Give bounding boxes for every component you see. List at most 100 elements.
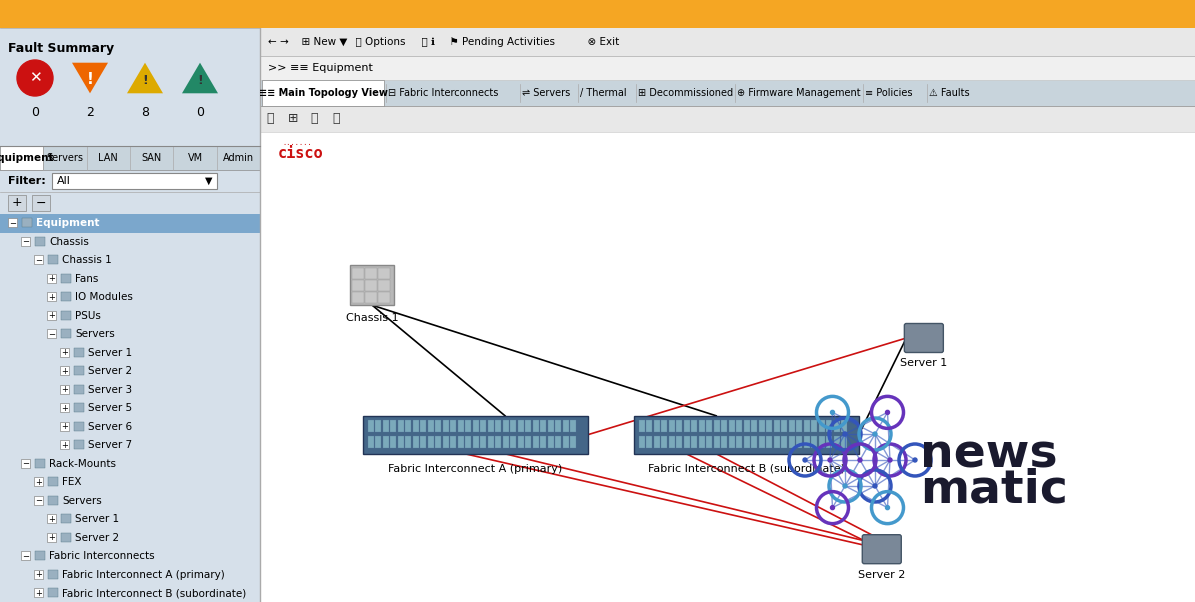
Circle shape xyxy=(842,484,847,488)
Bar xyxy=(547,436,553,448)
Bar xyxy=(676,436,682,448)
Bar xyxy=(706,436,712,448)
Bar xyxy=(533,420,539,432)
Circle shape xyxy=(874,484,877,488)
FancyBboxPatch shape xyxy=(33,588,43,597)
Bar xyxy=(796,436,802,448)
Text: 🔍: 🔍 xyxy=(266,113,274,125)
Text: Admin: Admin xyxy=(222,153,253,163)
Text: +: + xyxy=(48,275,55,284)
Bar xyxy=(811,436,817,448)
Text: Server 7: Server 7 xyxy=(88,440,133,450)
Text: ≡≡ Main Topology View: ≡≡ Main Topology View xyxy=(259,88,387,98)
Text: news: news xyxy=(920,432,1058,477)
Polygon shape xyxy=(182,63,217,93)
Bar xyxy=(0,192,261,214)
Circle shape xyxy=(885,506,889,510)
Bar xyxy=(442,420,448,432)
FancyBboxPatch shape xyxy=(33,496,43,504)
Bar xyxy=(684,436,690,448)
Bar xyxy=(789,420,795,432)
Text: Servers: Servers xyxy=(47,153,84,163)
Bar xyxy=(495,436,501,448)
Bar xyxy=(796,420,802,432)
Bar xyxy=(261,56,1195,80)
Bar xyxy=(366,292,378,303)
Text: Equipment: Equipment xyxy=(36,219,99,228)
Text: ⊗ Exit: ⊗ Exit xyxy=(581,37,619,47)
Text: 2: 2 xyxy=(86,106,94,119)
Bar xyxy=(48,569,59,579)
Bar xyxy=(729,420,735,432)
Text: ⊟ Fabric Interconnects: ⊟ Fabric Interconnects xyxy=(388,88,498,98)
Text: ⊞ Decommissioned: ⊞ Decommissioned xyxy=(638,88,734,98)
Text: +: + xyxy=(48,293,55,302)
Text: Server 2: Server 2 xyxy=(75,533,120,543)
Bar xyxy=(48,588,59,597)
Bar xyxy=(472,436,478,448)
Bar xyxy=(472,420,478,432)
Text: −: − xyxy=(22,552,29,560)
Text: Server 2: Server 2 xyxy=(858,569,906,580)
Bar xyxy=(368,420,374,432)
Text: Equipment: Equipment xyxy=(0,153,54,163)
Text: ≡ Policies: ≡ Policies xyxy=(865,88,913,98)
Bar xyxy=(458,436,464,448)
FancyBboxPatch shape xyxy=(47,329,56,338)
Text: PSUs: PSUs xyxy=(75,311,100,321)
FancyBboxPatch shape xyxy=(33,569,43,579)
Text: Rack-Mounts: Rack-Mounts xyxy=(49,459,116,469)
Bar xyxy=(74,385,84,394)
Bar xyxy=(654,436,660,448)
Bar xyxy=(752,436,758,448)
Circle shape xyxy=(858,458,862,462)
Bar xyxy=(428,420,434,432)
Bar xyxy=(752,420,758,432)
Text: ⇌ Servers: ⇌ Servers xyxy=(522,88,570,98)
FancyBboxPatch shape xyxy=(60,403,69,412)
Text: +: + xyxy=(61,422,68,431)
Bar xyxy=(480,436,486,448)
Bar xyxy=(826,436,832,448)
Circle shape xyxy=(888,458,891,462)
Bar xyxy=(48,496,59,504)
Text: Server 3: Server 3 xyxy=(88,385,133,395)
Text: +: + xyxy=(61,404,68,413)
Bar xyxy=(428,436,434,448)
Bar xyxy=(633,416,859,454)
Bar xyxy=(722,420,728,432)
Bar xyxy=(378,292,391,303)
Text: Server 2: Server 2 xyxy=(88,366,133,376)
FancyBboxPatch shape xyxy=(60,366,69,375)
Bar xyxy=(488,436,494,448)
Bar xyxy=(480,420,486,432)
Text: Servers: Servers xyxy=(75,329,115,340)
Bar xyxy=(743,420,749,432)
Bar xyxy=(540,420,546,432)
Text: Chassis: Chassis xyxy=(49,237,88,247)
Bar xyxy=(398,436,404,448)
Text: >> ≡≡ Equipment: >> ≡≡ Equipment xyxy=(268,63,373,73)
Bar xyxy=(503,436,509,448)
Bar xyxy=(22,219,32,227)
Bar xyxy=(554,436,560,448)
Bar xyxy=(421,420,427,432)
Bar xyxy=(378,280,391,291)
Bar xyxy=(743,436,749,448)
Bar xyxy=(390,436,396,448)
Bar xyxy=(35,551,45,560)
Text: Fabric Interconnect B (subordinate): Fabric Interconnect B (subordinate) xyxy=(62,588,246,598)
Bar xyxy=(773,420,779,432)
FancyBboxPatch shape xyxy=(47,292,56,301)
Text: Server 1: Server 1 xyxy=(900,359,948,368)
Bar xyxy=(811,420,817,432)
Text: Server 1: Server 1 xyxy=(75,514,120,524)
Text: cisco: cisco xyxy=(278,146,324,161)
Bar xyxy=(353,292,364,303)
Circle shape xyxy=(828,458,832,462)
Circle shape xyxy=(803,458,807,462)
Bar xyxy=(826,420,832,432)
Bar xyxy=(684,420,690,432)
Bar xyxy=(405,436,411,448)
Text: FEX: FEX xyxy=(62,477,81,487)
